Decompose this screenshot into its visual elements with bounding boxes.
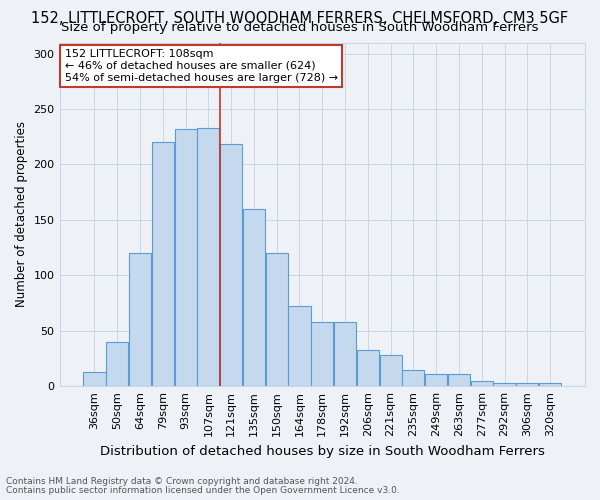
Bar	[175, 129, 197, 386]
Bar	[380, 355, 401, 386]
Bar	[129, 253, 151, 386]
Bar	[425, 374, 447, 386]
Text: 152, LITTLECROFT, SOUTH WOODHAM FERRERS, CHELMSFORD, CM3 5GF: 152, LITTLECROFT, SOUTH WOODHAM FERRERS,…	[31, 11, 569, 26]
Text: Size of property relative to detached houses in South Woodham Ferrers: Size of property relative to detached ho…	[61, 21, 539, 34]
Bar	[106, 342, 128, 386]
Bar	[220, 144, 242, 386]
Bar	[243, 209, 265, 386]
Bar	[197, 128, 220, 386]
Bar	[539, 383, 561, 386]
Bar	[311, 322, 334, 386]
Bar	[266, 253, 288, 386]
Bar	[493, 383, 515, 386]
Bar	[470, 380, 493, 386]
Bar	[516, 383, 538, 386]
Bar	[357, 350, 379, 386]
Text: Contains HM Land Registry data © Crown copyright and database right 2024.: Contains HM Land Registry data © Crown c…	[6, 477, 358, 486]
Text: 152 LITTLECROFT: 108sqm
← 46% of detached houses are smaller (624)
54% of semi-d: 152 LITTLECROFT: 108sqm ← 46% of detache…	[65, 50, 338, 82]
Text: Contains public sector information licensed under the Open Government Licence v3: Contains public sector information licen…	[6, 486, 400, 495]
Bar	[152, 142, 174, 386]
Bar	[289, 306, 311, 386]
Bar	[83, 372, 106, 386]
Y-axis label: Number of detached properties: Number of detached properties	[15, 122, 28, 308]
X-axis label: Distribution of detached houses by size in South Woodham Ferrers: Distribution of detached houses by size …	[100, 444, 545, 458]
Bar	[448, 374, 470, 386]
Bar	[403, 370, 424, 386]
Bar	[334, 322, 356, 386]
